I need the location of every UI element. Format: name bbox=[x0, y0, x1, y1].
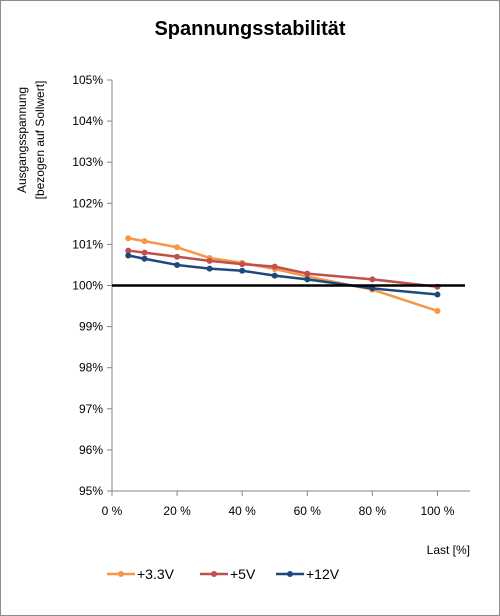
data-point bbox=[239, 267, 246, 274]
y-tick-label: 100% bbox=[72, 279, 103, 293]
data-point bbox=[125, 247, 132, 254]
data-point bbox=[141, 249, 148, 256]
data-point bbox=[369, 276, 376, 283]
legend-marker-point bbox=[287, 571, 293, 577]
legend-label: +12V bbox=[306, 566, 340, 582]
data-point bbox=[141, 238, 148, 245]
data-point bbox=[239, 261, 246, 268]
x-axis-label: Last [%] bbox=[427, 543, 470, 557]
data-point bbox=[174, 244, 181, 251]
data-point bbox=[125, 252, 132, 259]
legend-marker-point bbox=[118, 571, 124, 577]
x-tick-label: 60 % bbox=[294, 504, 322, 518]
x-tick-label: 80 % bbox=[359, 504, 387, 518]
data-point bbox=[304, 276, 311, 283]
x-tick-label: 40 % bbox=[229, 504, 257, 518]
x-tick-label: 20 % bbox=[163, 504, 191, 518]
x-tick-label: 0 % bbox=[102, 504, 123, 518]
data-point bbox=[125, 235, 132, 242]
data-point bbox=[434, 307, 441, 314]
data-point bbox=[174, 253, 181, 260]
y-tick-label: 104% bbox=[72, 114, 103, 128]
series-line bbox=[128, 254, 438, 296]
chart-title: Spannungsstabilität bbox=[154, 18, 345, 40]
y-tick-label: 103% bbox=[72, 155, 103, 169]
data-point bbox=[434, 291, 441, 298]
legend-marker-point bbox=[211, 571, 217, 577]
x-tick-label: 100 % bbox=[420, 504, 454, 518]
data-point bbox=[304, 270, 311, 277]
y-tick-label: 105% bbox=[72, 73, 103, 87]
y-tick-label: 101% bbox=[72, 237, 103, 251]
data-point bbox=[369, 285, 376, 292]
y-axis-label-line2: [bezogen auf Sollwert] bbox=[33, 81, 47, 200]
y-tick-label: 95% bbox=[79, 484, 103, 498]
legend-label: +5V bbox=[230, 566, 256, 582]
legend-label: +3.3V bbox=[137, 566, 175, 582]
y-tick-label: 99% bbox=[79, 320, 103, 334]
series-line bbox=[128, 237, 438, 313]
y-axis-label-line1: Ausgangsspannung bbox=[15, 87, 29, 193]
y-tick-label: 102% bbox=[72, 196, 103, 210]
data-point bbox=[271, 263, 278, 270]
data-point bbox=[174, 261, 181, 268]
data-point bbox=[141, 255, 148, 262]
legend: +3.3V +5V +12V bbox=[107, 566, 340, 582]
y-tick-label: 98% bbox=[79, 361, 103, 375]
data-point bbox=[206, 257, 213, 264]
data-point bbox=[206, 265, 213, 272]
y-axis-label: Ausgangsspannung [bezogen auf Sollwert] bbox=[15, 81, 47, 200]
data-point bbox=[271, 272, 278, 279]
y-tick-label: 97% bbox=[79, 402, 103, 416]
y-tick-label: 96% bbox=[79, 443, 103, 457]
